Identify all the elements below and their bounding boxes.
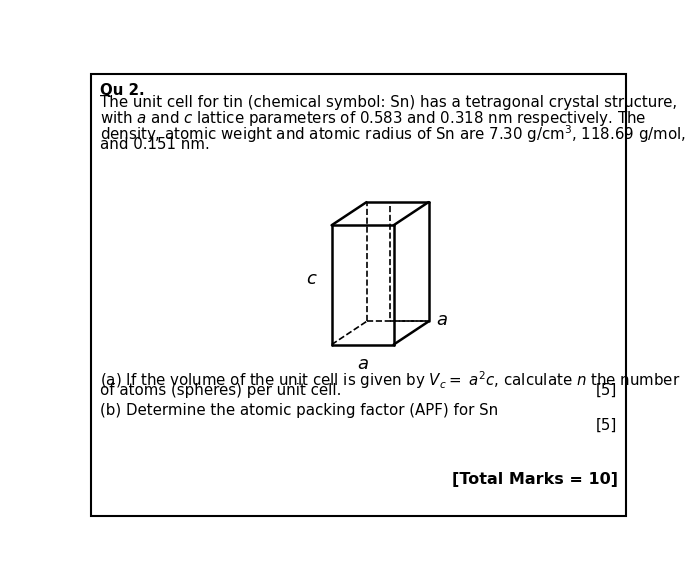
Text: (a) If the volume of the unit cell is given by $V_c = \ a^2c$, calculate $n$ the: (a) If the volume of the unit cell is gi… bbox=[100, 369, 680, 391]
Text: $c$: $c$ bbox=[306, 270, 318, 288]
Text: [5]: [5] bbox=[596, 383, 617, 398]
Text: [5]: [5] bbox=[596, 418, 617, 432]
Text: of atoms (spheres) per unit cell.: of atoms (spheres) per unit cell. bbox=[100, 383, 342, 398]
Text: and 0.151 nm.: and 0.151 nm. bbox=[100, 137, 210, 152]
Text: The unit cell for tin (chemical symbol: Sn) has a tetragonal crystal structure,: The unit cell for tin (chemical symbol: … bbox=[100, 96, 677, 110]
Text: $a$: $a$ bbox=[357, 356, 368, 373]
Text: density, atomic weight and atomic radius of Sn are 7.30 g/cm$^3$, 118.69 g/mol,: density, atomic weight and atomic radius… bbox=[100, 123, 686, 145]
Text: $a$: $a$ bbox=[436, 311, 448, 329]
Text: with $a$ and $c$ lattice parameters of 0.583 and 0.318 nm respectively. The: with $a$ and $c$ lattice parameters of 0… bbox=[100, 109, 646, 128]
Text: [Total Marks = 10]: [Total Marks = 10] bbox=[452, 472, 617, 488]
Text: (b) Determine the atomic packing factor (APF) for Sn: (b) Determine the atomic packing factor … bbox=[100, 404, 498, 419]
Text: Qu 2.: Qu 2. bbox=[100, 83, 144, 98]
